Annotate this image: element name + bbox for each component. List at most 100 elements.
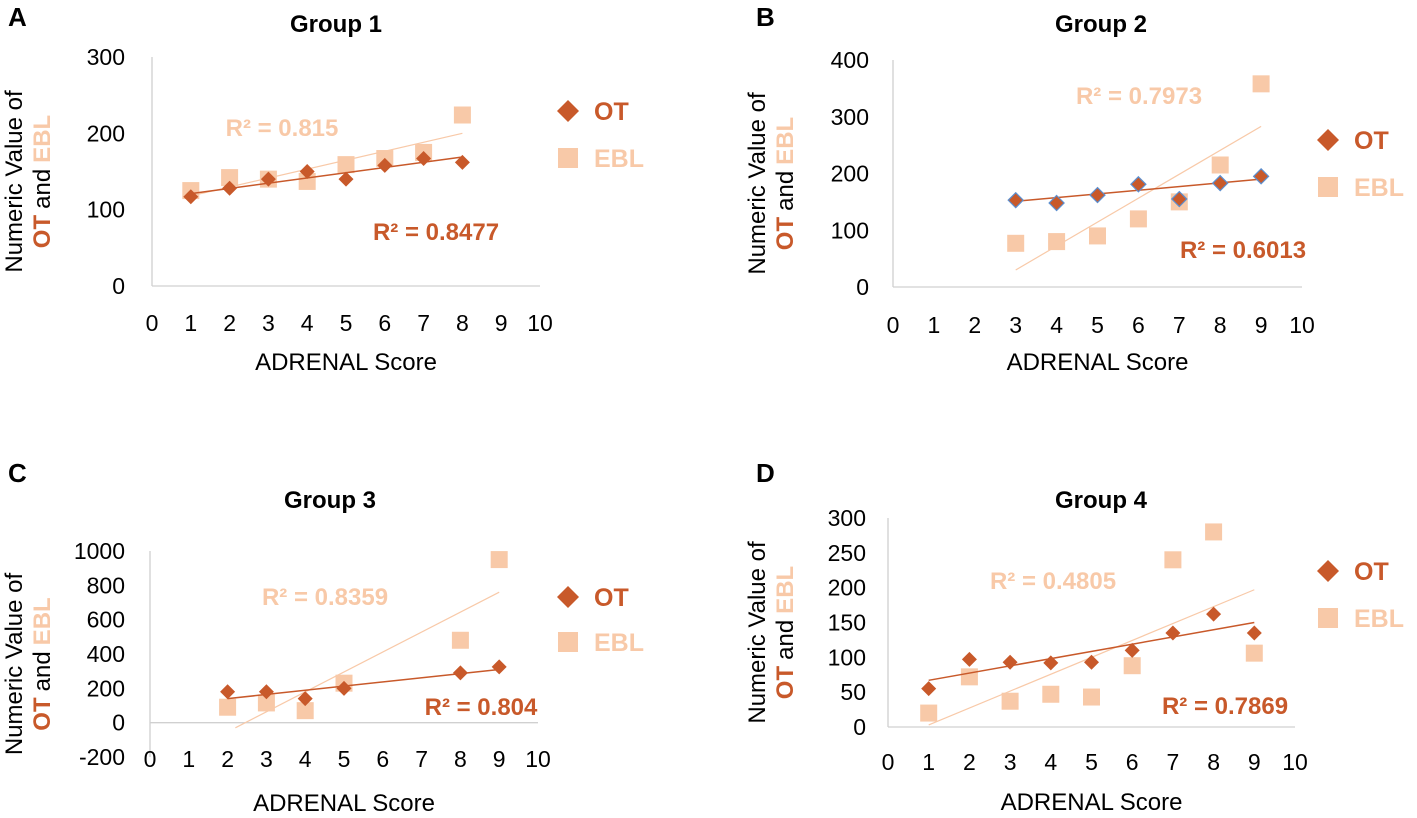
- y-tick-label: 300: [828, 505, 866, 531]
- panel-label: A: [8, 2, 27, 32]
- panel-label: D: [756, 458, 775, 488]
- ot-point: [1130, 175, 1147, 193]
- x-tick-label: 10: [527, 310, 553, 336]
- x-tick-label: 4: [1050, 312, 1063, 338]
- x-tick-label: 0: [882, 749, 895, 775]
- ebl-point: [296, 702, 314, 720]
- ebl-point: [1129, 210, 1147, 228]
- ebl-point: [1042, 685, 1060, 703]
- x-tick-label: 6: [376, 746, 389, 772]
- ebl-point: [1211, 156, 1229, 174]
- x-tick-label: 6: [1126, 749, 1139, 775]
- ot-point: [1246, 625, 1262, 641]
- y-tick-label: 200: [828, 575, 866, 601]
- x-axis-title: ADRENAL Score: [255, 349, 437, 376]
- y-tick-label: 800: [87, 572, 125, 598]
- ebl-point: [1089, 227, 1106, 245]
- ot-point: [338, 171, 354, 187]
- x-tick-label: 4: [299, 746, 312, 772]
- chart-title: Group 4: [1055, 487, 1148, 514]
- ot-point: [1007, 191, 1025, 209]
- x-tick-label: 7: [415, 746, 428, 772]
- x-tick-label: 10: [525, 746, 551, 772]
- y-tick-label: 200: [87, 120, 125, 146]
- x-tick-label: 5: [340, 310, 353, 336]
- panel-label: C: [8, 458, 27, 488]
- y-tick-label: 400: [87, 641, 125, 667]
- legend-ebl-square-icon: [1318, 608, 1338, 628]
- ot-r2-label: R² = 0.6013: [1180, 237, 1306, 264]
- ebl-point: [490, 551, 508, 569]
- y-axis-title-and: and: [29, 651, 56, 691]
- ebl-r2-label: R² = 0.7973: [1076, 83, 1202, 110]
- x-tick-label: 8: [1207, 749, 1220, 775]
- y-axis-title-ot: OT: [772, 217, 799, 251]
- ot-r2-label: R² = 0.804: [425, 694, 538, 721]
- y-tick-label: 0: [112, 273, 125, 299]
- ot-point: [336, 680, 352, 696]
- x-tick-label: 6: [378, 310, 391, 336]
- legend-ot-label: OT: [594, 98, 629, 126]
- ot-point: [1043, 655, 1059, 671]
- y-tick-label: 0: [856, 274, 869, 300]
- y-axis-title-ot: OT: [772, 666, 799, 700]
- ebl-point: [1245, 644, 1263, 662]
- x-tick-label: 0: [887, 312, 900, 338]
- ebl-point: [1123, 657, 1141, 675]
- x-tick-label: 6: [1132, 312, 1145, 338]
- y-tick-label: 150: [828, 610, 866, 636]
- y-tick-label: 100: [828, 644, 866, 670]
- x-tick-label: 4: [301, 310, 314, 336]
- legend-ot-label: OT: [594, 584, 629, 612]
- x-tick-label: 1: [928, 312, 941, 338]
- ot-point: [258, 684, 274, 700]
- ebl-point: [451, 631, 469, 649]
- y-tick-label: 200: [831, 161, 869, 187]
- y-axis-title-ebl: EBL: [772, 117, 799, 165]
- x-tick-label: 9: [1255, 312, 1268, 338]
- x-tick-label: 3: [1009, 312, 1022, 338]
- y-tick-label: 50: [840, 679, 866, 705]
- ot-point: [1206, 606, 1222, 622]
- legend-ebl-label: EBL: [1354, 605, 1404, 633]
- ot-point: [299, 164, 315, 179]
- legend-ebl-label: EBL: [594, 629, 644, 657]
- y-tick-label: 100: [831, 217, 869, 243]
- x-tick-label: 2: [221, 746, 234, 772]
- ot-trendline: [928, 621, 1255, 682]
- chart-title: Group 1: [290, 11, 382, 38]
- y-axis-title: Numeric Value ofOT and EBL: [744, 92, 799, 275]
- ebl-point: [1001, 692, 1019, 710]
- x-tick-label: 4: [1044, 749, 1057, 775]
- x-tick-label: 9: [493, 746, 506, 772]
- ebl-point: [1083, 688, 1100, 706]
- ebl-point: [337, 156, 355, 174]
- ot-point: [222, 180, 238, 196]
- x-tick-label: 10: [1282, 749, 1308, 775]
- y-axis-title-ebl: EBL: [772, 566, 799, 614]
- ot-point: [1165, 625, 1181, 641]
- x-tick-label: 10: [1289, 312, 1315, 338]
- ebl-point: [1164, 551, 1182, 569]
- ot-point: [1002, 654, 1018, 670]
- ebl-point: [1007, 234, 1025, 252]
- ebl-point: [257, 694, 275, 712]
- x-tick-label: 7: [1167, 749, 1180, 775]
- ot-point: [454, 154, 470, 170]
- y-axis-title-ot: OT: [29, 697, 56, 731]
- x-tick-label: 1: [182, 746, 195, 772]
- legend-ebl-label: EBL: [1354, 174, 1404, 202]
- ebl-point: [221, 169, 239, 187]
- x-tick-label: 3: [1004, 749, 1017, 775]
- y-axis-title-ebl: EBL: [29, 115, 56, 163]
- ebl-trendline: [235, 591, 500, 729]
- y-tick-label: 0: [853, 714, 866, 740]
- x-tick-label: 2: [223, 310, 236, 336]
- ebl-point: [960, 668, 978, 686]
- ot-point: [1170, 190, 1188, 208]
- x-tick-label: 5: [1085, 749, 1098, 775]
- x-tick-label: 0: [146, 310, 159, 336]
- y-axis-title-line1: Numeric Value of: [1, 90, 28, 273]
